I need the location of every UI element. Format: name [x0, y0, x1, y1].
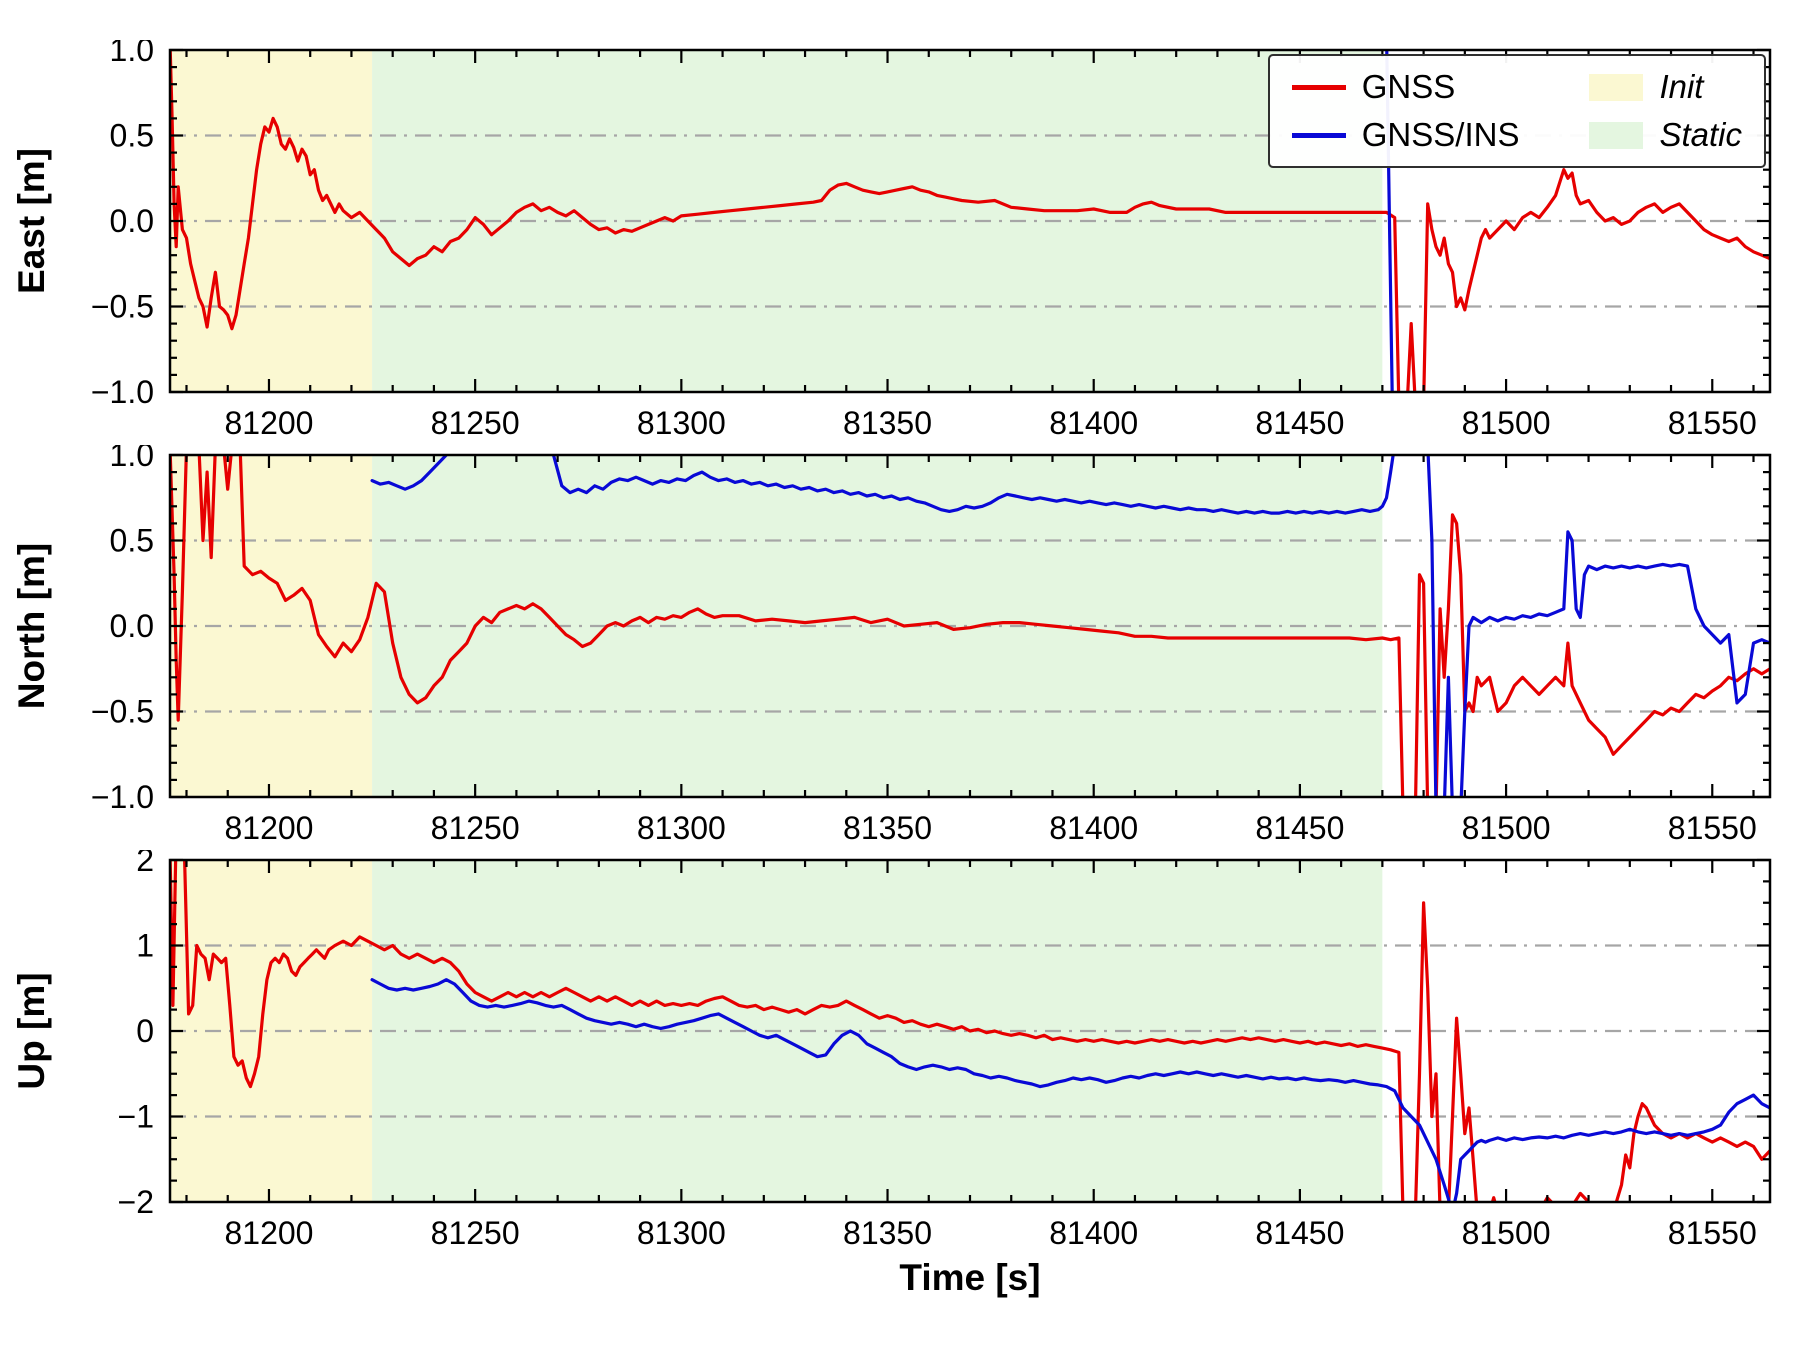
x-tick-label: 81350 — [843, 810, 932, 846]
x-tick-label: 81450 — [1255, 1215, 1344, 1251]
gnss-line-swatch — [1291, 84, 1346, 90]
x-tick-label: 81550 — [1668, 1215, 1757, 1251]
legend-label-init: Init — [1659, 68, 1704, 105]
x-tick-label: 81250 — [431, 810, 520, 846]
subplot-north: 81200 81250 81300 81350 81400 81450 81500 81550… — [0, 445, 1800, 850]
y-axis-label: Up [m] — [11, 972, 52, 1089]
up-plot-svg: 81200 81250 81300 81350 81400 81450 81500 81550… — [11, 850, 1772, 1251]
y-tick-label: −0.5 — [91, 694, 154, 730]
y-tick-label: −1 — [118, 1099, 154, 1135]
y-tick-label: −2 — [118, 1184, 154, 1220]
legend-item-gnss: GNSS — [1291, 68, 1520, 106]
y-axis-label: North [m] — [11, 543, 52, 709]
y-axis-label: East [m] — [11, 148, 52, 294]
gnss-ins-line-swatch — [1291, 132, 1346, 138]
legend-label-gnss-ins: GNSS/INS — [1361, 116, 1520, 153]
series-gnss-ins — [370, 978, 1770, 1202]
legend-item-static: Static — [1589, 116, 1742, 154]
x-tick-label: 81250 — [431, 1215, 520, 1251]
y-tick-label: 0.0 — [110, 203, 154, 239]
x-axis-label: Time [s] — [899, 1257, 1041, 1298]
y-tick-label: 2 — [136, 850, 154, 878]
y-tick-label: −1.0 — [91, 779, 154, 815]
x-tick-label: 81450 — [1255, 405, 1344, 441]
x-tick-label: 81550 — [1668, 810, 1757, 846]
subplot-east: 81200 81250 81300 81350 81400 81450 81500 81550… — [0, 40, 1800, 445]
x-tick-label: 81400 — [1049, 810, 1138, 846]
legend: GNSS GNSS/INS Init Static — [1267, 54, 1766, 168]
y-tick-label: −1.0 — [91, 374, 154, 410]
series-gnss — [170, 860, 1770, 1202]
series-gnss-ins — [370, 455, 1770, 797]
y-tick-label: 1.0 — [110, 40, 154, 68]
series-gnss — [170, 455, 1770, 797]
init-patch-swatch — [1589, 73, 1644, 101]
region-init — [170, 860, 373, 1202]
x-tick-label: 81500 — [1462, 405, 1551, 441]
y-tick-label: 0.5 — [110, 523, 154, 559]
x-tick-label: 81200 — [224, 405, 313, 441]
x-tick-label: 81350 — [843, 405, 932, 441]
legend-item-gnss-ins: GNSS/INS — [1291, 116, 1520, 154]
north-plot-svg: 81200 81250 81300 81350 81400 81450 81500 81550… — [11, 445, 1772, 846]
east-plot-svg: 81200 81250 81300 81350 81400 81450 81500 81550… — [11, 40, 1772, 441]
y-tick-label: 0.0 — [110, 608, 154, 644]
x-tick-label: 81550 — [1668, 405, 1757, 441]
x-tick-label: 81350 — [843, 1215, 932, 1251]
y-tick-label: −0.5 — [91, 289, 154, 325]
y-tick-label: 0.5 — [110, 118, 154, 154]
x-tick-label: 81500 — [1462, 1215, 1551, 1251]
series-gnss — [170, 50, 1770, 392]
x-tick-label: 81500 — [1462, 810, 1551, 846]
x-tick-label: 81400 — [1049, 405, 1138, 441]
x-tick-label: 81300 — [637, 810, 726, 846]
region-init — [170, 50, 373, 392]
x-tick-label: 81400 — [1049, 1215, 1138, 1251]
legend-item-init: Init — [1589, 68, 1742, 106]
y-tick-label: 0 — [136, 1013, 154, 1049]
x-tick-label: 81300 — [637, 1215, 726, 1251]
y-tick-label: 1 — [136, 928, 154, 964]
x-tick-label: 81450 — [1255, 810, 1344, 846]
y-tick-label: 1.0 — [110, 445, 154, 473]
subplot-up: 81200 81250 81300 81350 81400 81450 81500 81550… — [0, 850, 1800, 1255]
x-tick-label: 81200 — [224, 1215, 313, 1251]
x-tick-label: 81300 — [637, 405, 726, 441]
legend-label-gnss: GNSS — [1361, 68, 1456, 105]
static-patch-swatch — [1589, 121, 1644, 149]
x-tick-label: 81200 — [224, 810, 313, 846]
legend-label-static: Static — [1659, 116, 1742, 153]
x-tick-label: 81250 — [431, 405, 520, 441]
